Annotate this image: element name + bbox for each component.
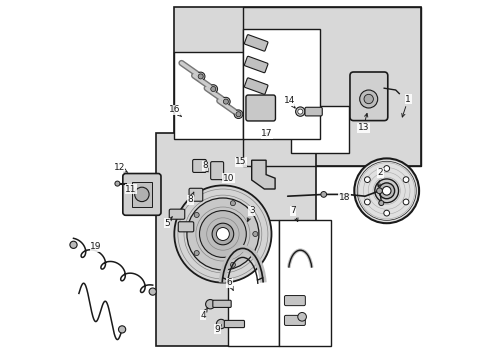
FancyBboxPatch shape [245, 95, 275, 121]
Circle shape [230, 201, 235, 206]
FancyBboxPatch shape [305, 107, 322, 116]
Circle shape [174, 185, 271, 283]
Circle shape [199, 211, 246, 257]
Circle shape [149, 288, 156, 295]
Circle shape [223, 99, 228, 104]
Text: 4: 4 [200, 308, 207, 320]
Circle shape [402, 177, 408, 183]
Circle shape [186, 198, 258, 270]
FancyBboxPatch shape [210, 162, 223, 180]
Circle shape [252, 231, 257, 237]
Text: 8: 8 [187, 192, 194, 204]
Text: 16: 16 [168, 105, 181, 117]
FancyBboxPatch shape [244, 56, 267, 73]
Circle shape [194, 251, 199, 256]
FancyBboxPatch shape [169, 209, 184, 219]
Text: 19: 19 [90, 242, 102, 251]
Bar [278, 220, 330, 346]
Circle shape [364, 177, 369, 183]
Text: 18: 18 [338, 193, 349, 202]
Circle shape [297, 312, 306, 321]
Circle shape [378, 201, 383, 206]
Text: 12: 12 [113, 163, 127, 172]
Bar [132, 182, 152, 207]
Circle shape [364, 199, 369, 205]
Circle shape [376, 188, 382, 194]
Circle shape [194, 212, 199, 217]
Circle shape [118, 326, 125, 333]
Text: 14: 14 [283, 96, 295, 108]
Circle shape [359, 90, 377, 108]
Circle shape [234, 110, 242, 118]
Circle shape [295, 107, 305, 116]
Bar [174, 7, 420, 166]
Circle shape [363, 94, 373, 104]
Circle shape [221, 97, 230, 106]
Text: 2: 2 [376, 168, 383, 187]
Circle shape [216, 228, 229, 240]
Circle shape [212, 223, 233, 245]
Text: 8: 8 [202, 161, 207, 172]
Circle shape [354, 158, 418, 223]
FancyBboxPatch shape [284, 315, 305, 325]
Circle shape [210, 86, 215, 91]
Text: 9: 9 [214, 325, 221, 334]
Circle shape [196, 72, 204, 81]
Circle shape [216, 319, 225, 329]
Text: 1: 1 [401, 94, 410, 117]
Circle shape [383, 166, 389, 171]
Bar [174, 52, 244, 139]
Text: 7: 7 [290, 206, 297, 221]
Text: 10: 10 [222, 174, 234, 183]
Circle shape [382, 186, 390, 195]
Circle shape [134, 187, 149, 202]
Circle shape [374, 179, 398, 203]
Text: 13: 13 [357, 113, 368, 132]
FancyBboxPatch shape [244, 78, 267, 94]
Circle shape [208, 85, 217, 93]
Circle shape [230, 262, 235, 267]
Circle shape [70, 241, 77, 248]
FancyBboxPatch shape [349, 72, 387, 121]
Circle shape [236, 112, 241, 117]
Circle shape [297, 109, 302, 114]
Polygon shape [251, 160, 275, 189]
FancyBboxPatch shape [192, 159, 206, 172]
FancyBboxPatch shape [178, 222, 193, 232]
FancyBboxPatch shape [284, 296, 305, 306]
Circle shape [402, 199, 408, 205]
Bar [156, 133, 316, 346]
FancyBboxPatch shape [244, 35, 267, 51]
Text: 6: 6 [226, 278, 233, 290]
Circle shape [115, 181, 120, 186]
Bar [228, 220, 278, 346]
FancyBboxPatch shape [189, 188, 203, 201]
Text: 15: 15 [235, 157, 246, 166]
Bar [291, 106, 348, 153]
Circle shape [383, 210, 389, 216]
Bar [242, 7, 420, 166]
FancyBboxPatch shape [122, 174, 161, 215]
FancyBboxPatch shape [224, 320, 244, 328]
Circle shape [378, 183, 394, 199]
Bar [242, 29, 320, 139]
FancyBboxPatch shape [212, 300, 231, 307]
Text: 17: 17 [261, 129, 272, 138]
Text: 11: 11 [125, 184, 137, 194]
Text: 3: 3 [247, 206, 254, 221]
Circle shape [320, 192, 326, 197]
Circle shape [205, 300, 215, 309]
Circle shape [198, 74, 203, 79]
Text: 5: 5 [164, 217, 172, 228]
